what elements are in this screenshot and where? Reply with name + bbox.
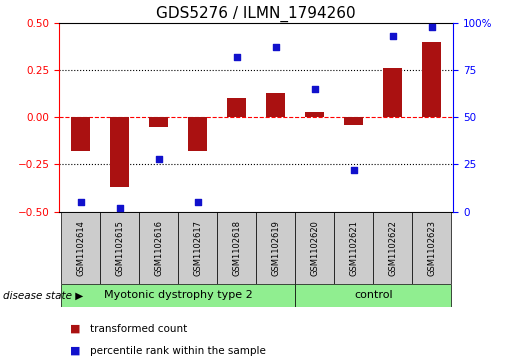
Bar: [412, 212, 451, 284]
Text: Myotonic dystrophy type 2: Myotonic dystrophy type 2: [104, 290, 252, 301]
Text: ■: ■: [70, 346, 80, 356]
Bar: [178, 212, 217, 284]
Text: GSM1102623: GSM1102623: [427, 220, 436, 276]
Point: [427, 24, 436, 29]
Bar: [100, 212, 139, 284]
Point: [271, 45, 280, 50]
Bar: [256, 212, 295, 284]
Text: GSM1102615: GSM1102615: [115, 220, 124, 276]
Text: GSM1102614: GSM1102614: [76, 220, 85, 276]
Bar: [383, 68, 403, 117]
Text: GSM1102621: GSM1102621: [349, 220, 358, 276]
Title: GDS5276 / ILMN_1794260: GDS5276 / ILMN_1794260: [157, 5, 356, 21]
Text: control: control: [354, 290, 392, 301]
Text: disease state ▶: disease state ▶: [3, 290, 83, 301]
Bar: [295, 284, 451, 307]
Bar: [139, 212, 178, 284]
Bar: [188, 117, 208, 151]
Bar: [61, 212, 100, 284]
Bar: [344, 117, 364, 125]
Text: GSM1102616: GSM1102616: [154, 220, 163, 276]
Bar: [295, 212, 334, 284]
Point: [389, 33, 397, 39]
Text: GSM1102620: GSM1102620: [310, 220, 319, 276]
Point: [77, 199, 85, 205]
Bar: [71, 117, 91, 151]
Bar: [149, 117, 168, 127]
Point: [154, 156, 163, 162]
Bar: [334, 212, 373, 284]
Bar: [422, 42, 441, 117]
Bar: [110, 117, 129, 187]
Bar: [305, 111, 324, 117]
Point: [350, 167, 358, 173]
Bar: [373, 212, 412, 284]
Bar: [266, 93, 285, 117]
Bar: [61, 284, 295, 307]
Bar: [217, 212, 256, 284]
Point: [115, 205, 124, 211]
Text: GSM1102622: GSM1102622: [388, 220, 397, 276]
Text: transformed count: transformed count: [90, 324, 187, 334]
Text: ■: ■: [70, 324, 80, 334]
Bar: [227, 98, 247, 117]
Text: GSM1102619: GSM1102619: [271, 220, 280, 276]
Text: GSM1102618: GSM1102618: [232, 220, 241, 276]
Text: percentile rank within the sample: percentile rank within the sample: [90, 346, 266, 356]
Text: GSM1102617: GSM1102617: [193, 220, 202, 276]
Point: [194, 199, 202, 205]
Point: [233, 54, 241, 60]
Point: [311, 86, 319, 92]
